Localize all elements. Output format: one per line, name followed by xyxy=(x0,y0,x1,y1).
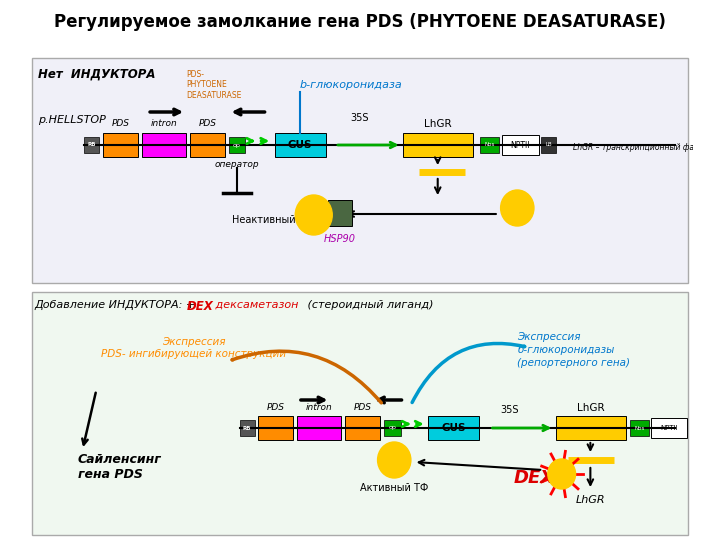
Text: RB: RB xyxy=(87,143,96,147)
Text: Добавление ИНДУКТОРА: +: Добавление ИНДУКТОРА: + xyxy=(35,300,199,310)
Text: 35S: 35S xyxy=(351,113,369,123)
Bar xyxy=(652,418,687,438)
Circle shape xyxy=(377,442,411,478)
Bar xyxy=(541,137,556,153)
Text: NPTII: NPTII xyxy=(510,140,530,150)
Text: Нет  ИНДУКТОРА: Нет ИНДУКТОРА xyxy=(38,68,156,81)
Bar xyxy=(142,133,186,157)
Bar xyxy=(190,133,225,157)
FancyArrowPatch shape xyxy=(232,351,382,403)
Text: PDS: PDS xyxy=(198,119,216,129)
Text: Nos: Nos xyxy=(485,143,495,147)
Text: RB: RB xyxy=(243,426,251,430)
Text: GUS: GUS xyxy=(287,140,312,150)
Text: PDS-
PHYTOENE
DEASATURASE: PDS- PHYTOENE DEASATURASE xyxy=(186,70,241,100)
Circle shape xyxy=(548,459,575,489)
Bar xyxy=(240,420,255,436)
Text: LhGR – транскрипционный фактор (ТФ): LhGR – транскрипционный фактор (ТФ) xyxy=(573,144,720,152)
Text: 35S: 35S xyxy=(500,405,519,415)
Bar xyxy=(103,133,138,157)
Text: b-глюкоронидаза: b-глюкоронидаза xyxy=(300,80,402,90)
Text: LB: LB xyxy=(546,143,552,147)
Text: DEX: DEX xyxy=(187,300,214,313)
Text: p.HELLSTOP: p.HELLSTOP xyxy=(38,115,106,125)
Bar xyxy=(258,416,293,440)
Bar xyxy=(229,137,246,153)
Text: Сайленсинг
гена PDS: Сайленсинг гена PDS xyxy=(78,453,161,481)
Text: intron: intron xyxy=(150,119,177,129)
Text: op: op xyxy=(233,143,241,147)
Bar xyxy=(403,133,473,157)
Text: LhGR: LhGR xyxy=(575,495,606,505)
Text: Неактивный ТФ: Неактивный ТФ xyxy=(232,215,312,225)
Text: PDS: PDS xyxy=(354,403,372,413)
Text: PDS- ингибирующей конструкции: PDS- ингибирующей конструкции xyxy=(101,349,286,359)
Text: дексаметазон: дексаметазон xyxy=(212,300,298,310)
Text: HSP90: HSP90 xyxy=(324,234,356,244)
Bar xyxy=(384,420,401,436)
Bar xyxy=(428,416,480,440)
Text: Активный ТФ: Активный ТФ xyxy=(360,483,428,493)
Text: PDS: PDS xyxy=(267,403,285,413)
Bar xyxy=(328,200,351,226)
Text: DEX: DEX xyxy=(513,469,554,487)
Bar xyxy=(502,135,539,155)
Bar xyxy=(32,58,688,283)
Bar xyxy=(297,416,341,440)
Text: (стероидный лиганд): (стероидный лиганд) xyxy=(305,300,434,310)
Bar xyxy=(630,420,649,436)
Text: PDS: PDS xyxy=(112,119,130,129)
Bar xyxy=(275,133,325,157)
Text: Nos: Nos xyxy=(634,426,644,430)
Text: оператор: оператор xyxy=(215,160,259,169)
Bar xyxy=(84,137,99,153)
Bar xyxy=(32,292,688,535)
Bar xyxy=(480,137,499,153)
Bar xyxy=(345,416,380,440)
Text: GUS: GUS xyxy=(441,423,466,433)
Text: Экспрессия: Экспрессия xyxy=(162,337,225,347)
Bar xyxy=(556,416,626,440)
Text: NPTII: NPTII xyxy=(660,425,678,431)
Circle shape xyxy=(500,190,534,226)
Text: LhGR: LhGR xyxy=(424,119,451,129)
Text: LhGR: LhGR xyxy=(577,403,604,413)
Circle shape xyxy=(295,195,332,235)
FancyArrowPatch shape xyxy=(412,343,525,402)
Text: intron: intron xyxy=(306,403,333,413)
Text: Регулируемое замолкание гена PDS (PHYTOENE DEASATURASE): Регулируемое замолкание гена PDS (PHYTOE… xyxy=(54,13,666,31)
Text: Экспрессия
б-глюкоронидазы
(репортерного гена): Экспрессия б-глюкоронидазы (репортерного… xyxy=(517,332,630,368)
Text: op: op xyxy=(389,426,396,430)
